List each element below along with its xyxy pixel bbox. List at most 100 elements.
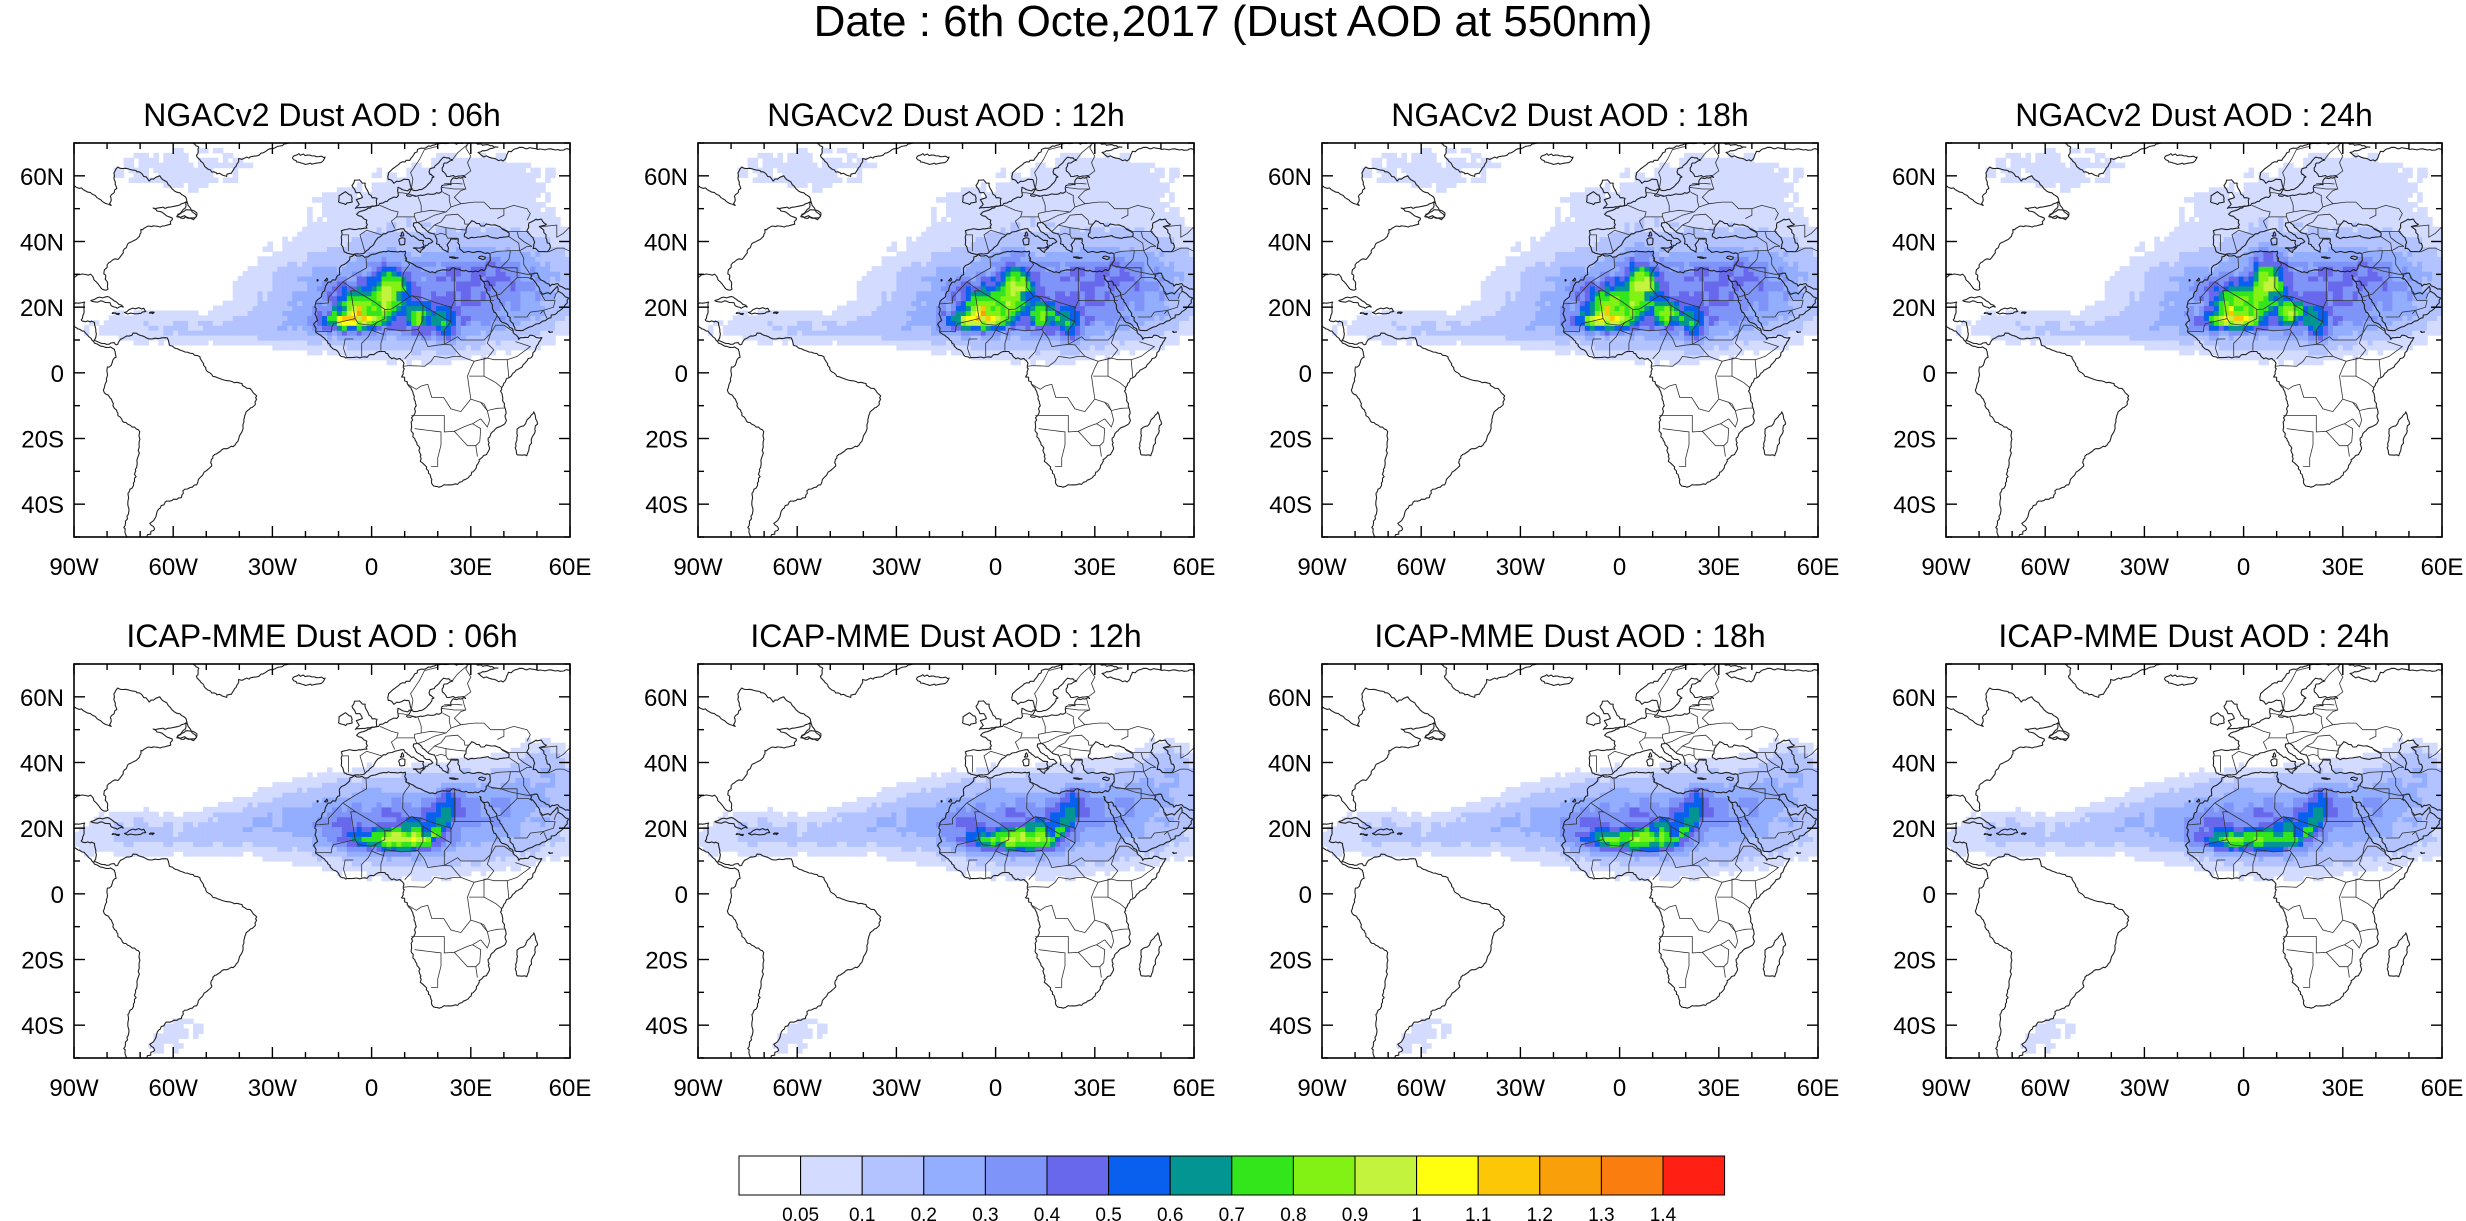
axis-ticks (73, 663, 571, 1059)
lon-tick-label: 60E (2421, 1075, 2464, 1102)
colorbar-label: 0.1 (849, 1205, 875, 1221)
lon-tick-label: 0 (989, 554, 1002, 581)
country-borders (2187, 143, 2442, 467)
lat-tick-label: 60N (1892, 685, 1936, 712)
lon-tick-label: 30W (1496, 1075, 1546, 1102)
coastlines (1946, 664, 2442, 1058)
country-borders (315, 664, 570, 988)
colorbar-label: 1.2 (1527, 1205, 1553, 1221)
lat-tick-label: 40N (644, 751, 688, 778)
lat-tick-label: 20N (1892, 816, 1936, 843)
lon-tick-label: 90W (1921, 1075, 1971, 1102)
country-borders (2187, 664, 2442, 988)
lon-tick-label: 30E (1697, 1075, 1740, 1102)
lat-tick-label: 20S (1893, 948, 1936, 975)
lon-tick-label: 30E (1073, 1075, 1116, 1102)
lon-tick-label: 30E (449, 1075, 492, 1102)
dust-aod-field (1331, 147, 1818, 366)
dust-aod-field (83, 147, 570, 366)
lat-tick-label: 0 (51, 361, 64, 388)
lat-tick-label: 0 (675, 361, 688, 388)
lat-tick-label: 40S (645, 492, 688, 519)
map-panel-7: 90W 60W 30W 0 30E 60E 60N 40N 20N 0 20S 40S ICAP-MME… (1268, 618, 1839, 1102)
dust-aod-field (74, 737, 570, 1054)
lat-tick-label: 40S (1269, 1013, 1312, 1040)
lat-tick-label: 0 (675, 882, 688, 909)
lat-tick-label: 20N (644, 816, 688, 843)
lat-tick-label: 40N (20, 230, 64, 257)
lat-tick-label: 40S (1893, 492, 1936, 519)
lon-tick-label: 30W (872, 1075, 922, 1102)
map-panel-6: 90W 60W 30W 0 30E 60E 60N 40N 20N 0 20S 40S ICAP-MME… (644, 618, 1215, 1102)
panel-title: ICAP-MME Dust AOD : 24h (1998, 618, 2389, 654)
lat-tick-label: 0 (1923, 361, 1936, 388)
lon-tick-label: 60W (773, 1075, 823, 1102)
lat-tick-label: 40S (21, 1013, 64, 1040)
lon-tick-label: 60E (2421, 554, 2464, 581)
axis-ticks (1321, 142, 1819, 538)
coastlines (1946, 143, 2442, 537)
axis-ticks (697, 663, 1195, 1059)
lon-tick-label: 30W (248, 554, 298, 581)
colorbar-label: 1.3 (1588, 1205, 1614, 1221)
lat-tick-label: 0 (1299, 361, 1312, 388)
axis-ticks (1945, 663, 2443, 1059)
lon-tick-label: 60E (1797, 1075, 1840, 1102)
lon-tick-label: 30W (2120, 554, 2170, 581)
country-borders (1563, 664, 1818, 988)
dust-aod-field (1955, 147, 2442, 366)
lon-tick-label: 30W (248, 1075, 298, 1102)
lon-tick-label: 0 (365, 554, 378, 581)
lat-tick-label: 20N (20, 295, 64, 322)
lon-tick-label: 30E (449, 554, 492, 581)
lat-tick-label: 40N (1268, 230, 1312, 257)
panel-title: NGACv2 Dust AOD : 18h (1391, 97, 1748, 133)
panel-title: ICAP-MME Dust AOD : 12h (750, 618, 1141, 654)
coastlines (1322, 664, 1818, 1058)
colorbar-swatch (1292, 1155, 1356, 1196)
dust-aod-field (698, 737, 1194, 1054)
colorbar-label: 0.4 (1034, 1205, 1061, 1221)
map-panel-4: 90W 60W 30W 0 30E 60E 60N 40N 20N 0 20S 40S NGACv2 D… (1892, 97, 2463, 581)
panel-title: NGACv2 Dust AOD : 12h (767, 97, 1124, 133)
lat-tick-label: 20N (20, 816, 64, 843)
panel-title: ICAP-MME Dust AOD : 06h (126, 618, 517, 654)
lon-tick-label: 90W (1921, 554, 1971, 581)
map-panel-5: 90W 60W 30W 0 30E 60E 60N 40N 20N 0 20S 40S ICAP-MME… (20, 618, 591, 1102)
map-panel-3: 90W 60W 30W 0 30E 60E 60N 40N 20N 0 20S 40S NGACv2 D… (1268, 97, 1839, 581)
panel-title: ICAP-MME Dust AOD : 18h (1374, 618, 1765, 654)
lon-tick-label: 90W (673, 554, 723, 581)
colorbar-swatch (1169, 1155, 1233, 1196)
lat-tick-label: 20N (644, 295, 688, 322)
lon-tick-label: 0 (1613, 1075, 1626, 1102)
lon-tick-label: 0 (1613, 554, 1626, 581)
colorbar-swatch (800, 1155, 863, 1196)
lat-tick-label: 20S (645, 427, 688, 454)
axis-ticks (697, 142, 1195, 538)
lat-tick-label: 40S (1893, 1013, 1936, 1040)
colorbar-label: 0.5 (1095, 1205, 1121, 1221)
lat-tick-label: 60N (1892, 164, 1936, 191)
axis-ticks (1321, 663, 1819, 1059)
lat-tick-label: 20S (1269, 948, 1312, 975)
colorbar-swatch (738, 1155, 802, 1196)
colorbar-label: 0.7 (1219, 1205, 1245, 1221)
colorbar-label: 0.9 (1342, 1205, 1368, 1221)
lat-tick-label: 60N (1268, 685, 1312, 712)
lon-tick-label: 90W (49, 554, 99, 581)
figure-title: Date : 6th Octe,2017 (Dust AOD at 550nm) (813, 0, 1653, 46)
lon-tick-label: 30W (1496, 554, 1546, 581)
lat-tick-label: 0 (51, 882, 64, 909)
colorbar-swatch (1108, 1155, 1171, 1196)
lon-tick-label: 60E (1797, 554, 1840, 581)
coastlines (698, 143, 1194, 537)
coastlines (74, 664, 570, 1058)
colorbar-swatch (1046, 1155, 1110, 1196)
lon-tick-label: 60E (1173, 1075, 1216, 1102)
lat-tick-label: 60N (20, 685, 64, 712)
dust-aod-field (1322, 737, 1818, 1054)
lat-tick-label: 20S (1269, 427, 1312, 454)
lon-tick-label: 60E (1173, 554, 1216, 581)
lat-tick-label: 40N (20, 751, 64, 778)
